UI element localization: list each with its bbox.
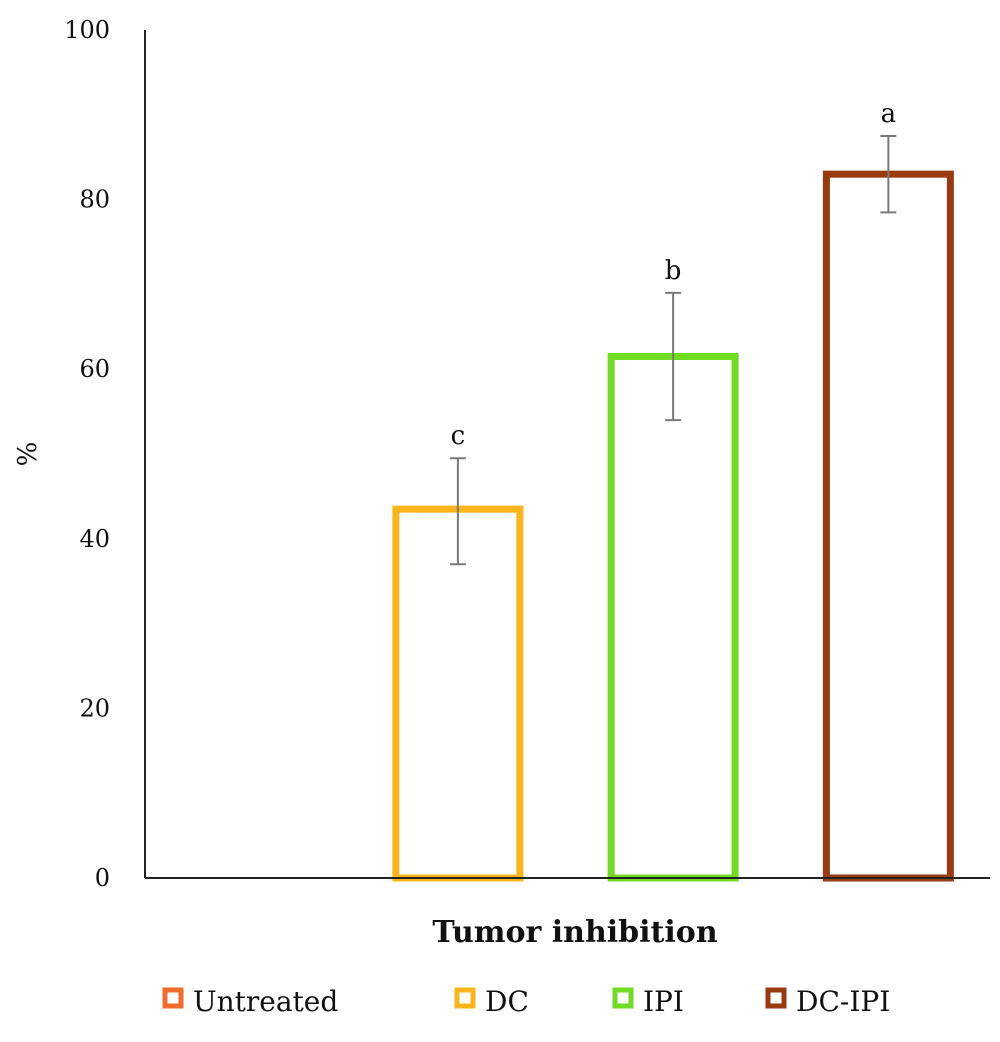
legend-label-dc-ipi: DC-IPI [796, 985, 890, 1018]
legend-swatch-dc-ipi [765, 987, 787, 1009]
y-axis-label: % [13, 442, 43, 467]
y-tick-label-60: 60 [79, 355, 110, 383]
legend-item-dc-ipi: DC-IPI [765, 985, 890, 1018]
error-bars [449, 135, 897, 566]
bar-ipi [607, 352, 739, 882]
y-tick-label-80: 80 [79, 186, 110, 214]
bar-dc-ipi [822, 170, 954, 882]
x-axis-label: Tumor inhibition [432, 915, 717, 950]
error-bar-dc [449, 457, 466, 566]
significance-label-dc-ipi: a [881, 99, 897, 129]
legend-item-dc: DC [454, 985, 529, 1018]
y-tick-label-40: 40 [79, 525, 110, 553]
y-axis-ticks: 0 20 40 60 80 100 [64, 16, 110, 892]
legend-swatch-dc [454, 987, 476, 1009]
y-tick-label-20: 20 [79, 694, 110, 722]
legend-swatch-untreated [162, 987, 184, 1009]
error-bar-dc-ipi [880, 135, 897, 214]
legend-item-untreated: Untreated [162, 985, 338, 1018]
y-tick-label-100: 100 [64, 16, 110, 44]
legend-label-ipi: IPI [643, 985, 684, 1018]
error-bar-ipi [665, 291, 682, 422]
y-tick-label-0: 0 [95, 864, 110, 892]
significance-labels: c b a [451, 99, 897, 451]
legend-label-untreated: Untreated [193, 985, 338, 1018]
legend-swatch-ipi [612, 987, 634, 1009]
legend: Untreated DC IPI DC-IPI [162, 985, 890, 1018]
significance-label-dc: c [451, 421, 466, 451]
legend-label-dc: DC [485, 985, 529, 1018]
legend-item-ipi: IPI [612, 985, 684, 1018]
significance-label-ipi: b [665, 256, 682, 286]
